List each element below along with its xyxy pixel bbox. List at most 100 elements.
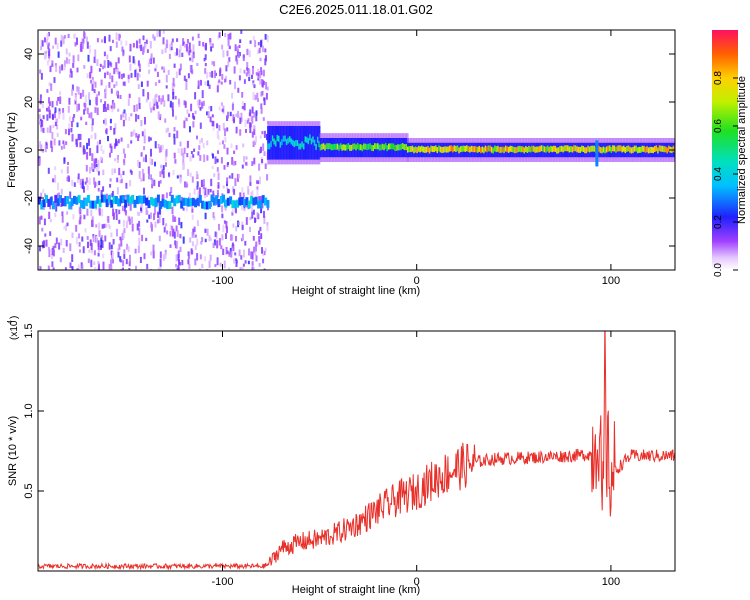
heatmap-cell [73,33,76,39]
heatmap-cell [210,46,213,52]
heatmap-cell [166,201,170,210]
heatmap-cell [107,60,110,68]
heatmap-cell [62,108,65,113]
heatmap-cell [100,235,103,239]
heatmap-cell [262,143,265,151]
heatmap-cell [98,180,101,186]
heatmap-cell [60,34,63,41]
heatmap-cell [113,84,116,88]
heatmap-cell [189,126,191,133]
heatmap-cell [261,45,264,53]
heatmap-cell [417,145,420,152]
heatmap-cell [93,56,96,64]
y-tick-label: 20 [23,96,35,108]
heatmap-cell [232,114,235,122]
heatmap-cell [259,226,262,232]
heatmap-cell [255,114,258,122]
heatmap-cell [138,44,141,49]
heatmap-cell [65,224,67,231]
x-tick-label: -100 [211,275,233,287]
heatmap-cell [209,254,212,261]
heatmap-cell [49,197,53,206]
heatmap-cell [489,145,492,152]
heatmap-cell [120,178,123,184]
heatmap-cell [194,234,197,238]
heatmap-cell [295,140,298,147]
heatmap-cell [125,210,127,216]
heatmap-cell [458,147,461,154]
heatmap-cell [464,145,467,152]
heatmap-cell [218,106,221,111]
heatmap-cell [226,50,229,57]
heatmap-cell [105,130,108,133]
heatmap-cell [206,228,209,236]
heatmap-cell [93,250,96,256]
heatmap-cell [190,248,193,255]
heatmap-cell [638,146,641,153]
heatmap-cell [154,141,157,149]
heatmap-cell [414,146,417,153]
heatmap-cell [115,62,118,70]
heatmap-cell [209,188,212,193]
heatmap-cell [129,43,132,52]
heatmap-marks [38,30,675,270]
heatmap-cell [64,129,67,135]
heatmap-cell [623,145,625,152]
heatmap-cell [63,35,66,39]
heatmap-cell [86,236,89,240]
heatmap-cell [99,156,102,161]
heatmap-cell [249,127,252,134]
heatmap-cell [83,197,86,203]
heatmap-cell [51,60,54,67]
heatmap-cell [62,140,65,145]
heatmap-cell [213,173,216,178]
heatmap-cell [416,147,419,154]
heatmap-cell [242,54,245,61]
heatmap-cell [80,41,83,46]
heatmap-cell [80,182,83,189]
heatmap-cell [666,147,669,154]
snr-multiplier-exp: 4 [7,320,14,324]
heatmap-cell [110,232,113,238]
heatmap-cell [162,30,165,34]
heatmap-cell [88,249,91,253]
heatmap-cell [226,184,228,189]
heatmap-cell [221,140,224,145]
heatmap-cell [235,262,238,267]
heatmap-cell [94,81,97,88]
heatmap-cell [64,267,67,270]
heatmap-cell [245,217,248,225]
heatmap-cell [228,267,231,270]
heatmap-cell [208,200,212,209]
heatmap-cell [89,147,92,156]
heatmap-cell [568,146,571,153]
heatmap-cell [234,161,237,166]
heatmap-cell [77,264,80,270]
heatmap-cell [204,81,207,86]
heatmap-cell [127,74,130,80]
heatmap-cell [252,267,255,270]
heatmap-cell [616,145,619,152]
heatmap-cell [545,146,548,153]
heatmap-cell [370,144,373,151]
heatmap-cell [121,46,124,52]
heatmap-cell [147,62,150,68]
snr-x-ticks: -100 0 100 [211,331,620,588]
heatmap-cell [122,230,125,239]
heatmap-cell [383,144,386,151]
heatmap-cell [94,181,96,188]
heatmap-cell [73,195,76,204]
heatmap-cell [263,268,266,270]
heatmap-cell [70,203,73,210]
heatmap-cell [241,224,244,231]
heatmap-cell [203,57,206,62]
heatmap-cell [109,143,112,148]
heatmap-cell [528,145,531,152]
heatmap-cell [68,116,71,122]
heatmap-cell [150,148,152,157]
heatmap-cell [175,241,178,249]
heatmap-cell [81,181,84,190]
heatmap-cell [427,146,430,152]
heatmap-cell [92,235,95,243]
heatmap-cell [263,130,266,138]
